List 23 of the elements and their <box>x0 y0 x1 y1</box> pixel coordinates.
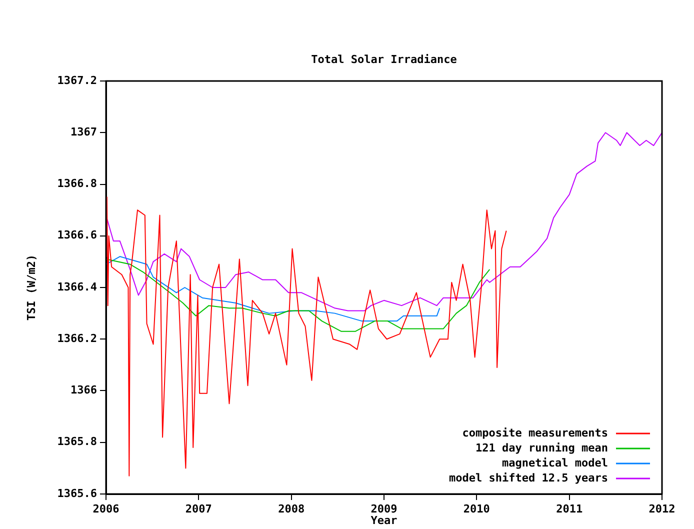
y-tick-label: 1367.2 <box>57 74 97 87</box>
x-tick-label: 2012 <box>648 502 676 516</box>
x-tick-label: 2006 <box>92 502 120 516</box>
x-tick-label: 2011 <box>556 502 583 516</box>
x-tick-label: 2009 <box>370 502 398 516</box>
legend-label: model shifted 12.5 years <box>449 471 608 484</box>
y-tick-label: 1366.4 <box>57 280 98 294</box>
y-axis-title: TSI (W/m2) <box>24 254 38 321</box>
x-tick-label: 2010 <box>463 502 490 516</box>
y-tick-label: 1366.2 <box>57 332 97 345</box>
legend-label: composite measurements <box>462 426 608 440</box>
x-axis-title: Year <box>370 514 398 527</box>
legend-label: magnetical model <box>502 456 608 470</box>
x-tick-label: 2007 <box>185 502 212 516</box>
y-tick-label: 1365.6 <box>57 486 98 500</box>
legend-label: 121 day running mean <box>476 441 608 454</box>
chart-title: Total Solar Irradiance <box>311 52 458 66</box>
y-tick-label: 1365.8 <box>57 435 97 448</box>
y-tick-label: 1366.8 <box>57 177 97 190</box>
y-tick-label: 1367 <box>70 125 97 138</box>
y-tick-label: 1366 <box>70 384 98 397</box>
y-tick-label: 1366.6 <box>57 228 98 242</box>
x-tick-label: 2008 <box>278 502 305 516</box>
